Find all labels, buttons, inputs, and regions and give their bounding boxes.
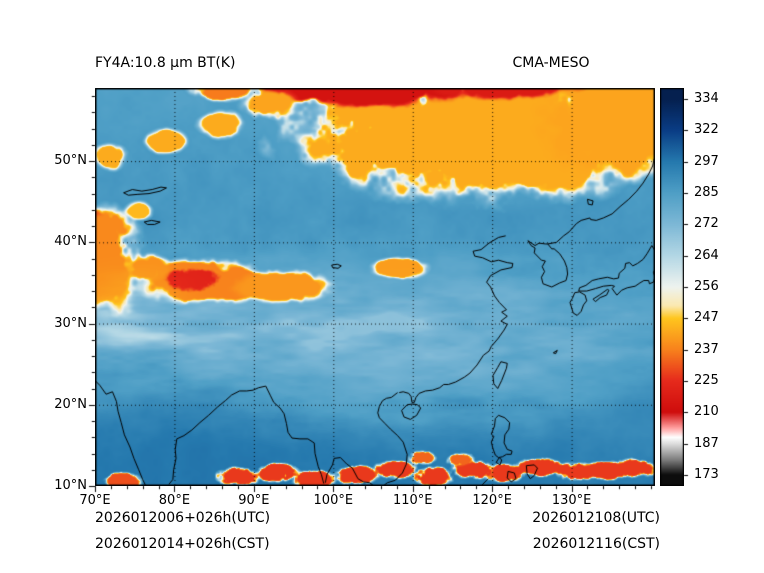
colorbar-tick-label: 237 xyxy=(694,341,719,357)
colorbar xyxy=(660,88,684,486)
colorbar-tick-label: 247 xyxy=(694,310,719,326)
colorbar-tick-label: 264 xyxy=(694,247,719,263)
bt-heatmap-canvas xyxy=(95,88,655,486)
valid-time-utc: 2026012108(UTC) xyxy=(532,510,660,526)
colorbar-tick-label: 173 xyxy=(694,466,719,482)
model-title: CMA-MESO xyxy=(512,55,590,71)
y-tick-label: 50°N xyxy=(54,153,87,169)
init-time-cst: 2026012014+026h(CST) xyxy=(95,536,270,552)
y-tick-label: 40°N xyxy=(54,234,87,250)
x-tick-label: 90°E xyxy=(238,493,270,508)
y-tick-label: 30°N xyxy=(54,315,87,331)
colorbar-tick-label: 256 xyxy=(694,279,719,294)
colorbar-tick-label: 272 xyxy=(694,216,719,232)
colorbar-tick-label: 285 xyxy=(694,185,719,201)
x-tick-label: 120°E xyxy=(472,493,512,508)
x-tick-label: 130°E xyxy=(551,493,592,508)
colorbar-tick-label: 187 xyxy=(694,435,719,451)
colorbar-tick-label: 322 xyxy=(694,122,719,138)
init-time-utc: 2026012006+026h(UTC) xyxy=(95,510,271,526)
plot-title: FY4A:10.8 μm BT(K) xyxy=(95,55,236,71)
x-tick-label: 110°E xyxy=(392,493,433,508)
x-tick-label: 70°E xyxy=(79,493,111,508)
colorbar-tick-label: 225 xyxy=(694,372,719,388)
colorbar-tick-label: 334 xyxy=(694,91,719,107)
y-tick-label: 20°N xyxy=(54,396,87,412)
y-tick-label: 10°N xyxy=(54,478,87,493)
colorbar-tick-label: 297 xyxy=(694,153,719,169)
colorbar-tick-label: 210 xyxy=(694,404,719,420)
valid-time-cst: 2026012116(CST) xyxy=(532,536,660,552)
x-tick-label: 100°E xyxy=(313,493,354,508)
x-tick-label: 80°E xyxy=(158,493,191,508)
